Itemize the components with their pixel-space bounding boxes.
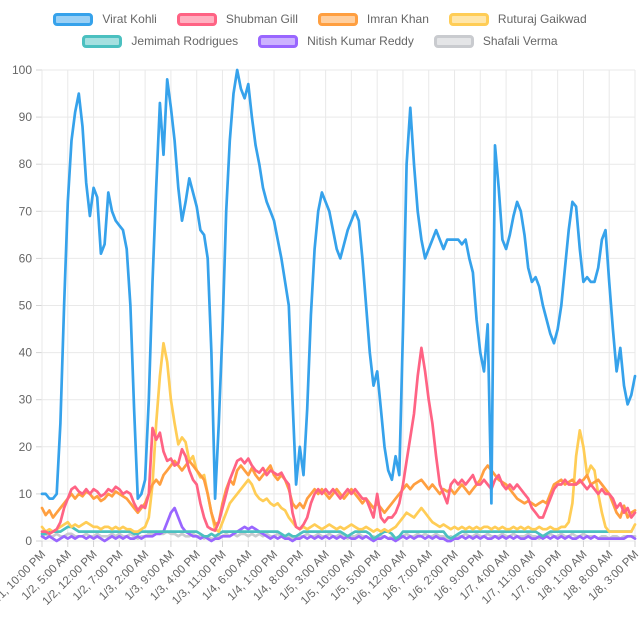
legend-item-virat-kohli[interactable]: Virat Kohli [53,12,157,26]
legend-swatch-icon [82,34,123,48]
legend-item-shubman-gill[interactable]: Shubman Gill [176,12,298,26]
series-line-virat-kohli[interactable] [40,68,637,505]
legend-swatch-icon [448,12,489,26]
legend-label: Imran Khan [366,12,429,26]
legend-label: Jemimah Rodrigues [131,34,239,48]
legend-label: Ruturaj Gaikwad [497,12,587,26]
y-tick-label: 30 [19,393,33,407]
y-tick-label: 80 [19,157,33,171]
legend-swatch-icon [433,34,474,48]
series-line-imran-khan[interactable] [40,459,637,526]
y-tick-label: 50 [19,299,33,313]
series-line-nitish-kumar-reddy[interactable] [40,506,637,543]
legend-label: Nitish Kumar Reddy [307,34,414,48]
series-line-jemimah-rodrigues[interactable] [40,525,633,540]
legend-swatch-icon [258,34,299,48]
legend-label: Virat Kohli [102,12,157,26]
legend-item-nitish-kumar-reddy[interactable]: Nitish Kumar Reddy [258,34,414,48]
y-grid-and-labels: 0 10 20 30 40 50 60 70 80 90 100 [12,63,635,548]
series-line-ruturaj-gaikwad[interactable] [40,341,637,533]
y-tick-label: 70 [19,204,33,218]
series-line-shubman-gill[interactable] [40,346,637,536]
y-tick-label: 40 [19,346,33,360]
legend-item-jemimah-rodrigues[interactable]: Jemimah Rodrigues [82,34,238,48]
legend-item-imran-khan[interactable]: Imran Khan [317,12,429,26]
legend-item-shafali-verma[interactable]: Shafali Verma [433,34,558,48]
y-tick-label: 60 [19,251,33,265]
y-tick-label: 0 [25,534,32,548]
legend-swatch-icon [176,12,217,26]
legend-swatch-icon [317,12,358,26]
y-tick-label: 100 [12,63,32,77]
y-tick-label: 10 [19,487,33,501]
legend-swatch-icon [53,12,94,26]
chart-legend: Virat Kohli Shubman Gill Imran Khan Ruturaj… [40,12,600,48]
legend-label: Shafali Verma [482,34,558,48]
y-tick-label: 20 [19,440,33,454]
y-tick-label: 90 [19,110,33,124]
legend-label: Shubman Gill [225,12,298,26]
legend-item-ruturaj-gaikwad[interactable]: Ruturaj Gaikwad [448,12,587,26]
